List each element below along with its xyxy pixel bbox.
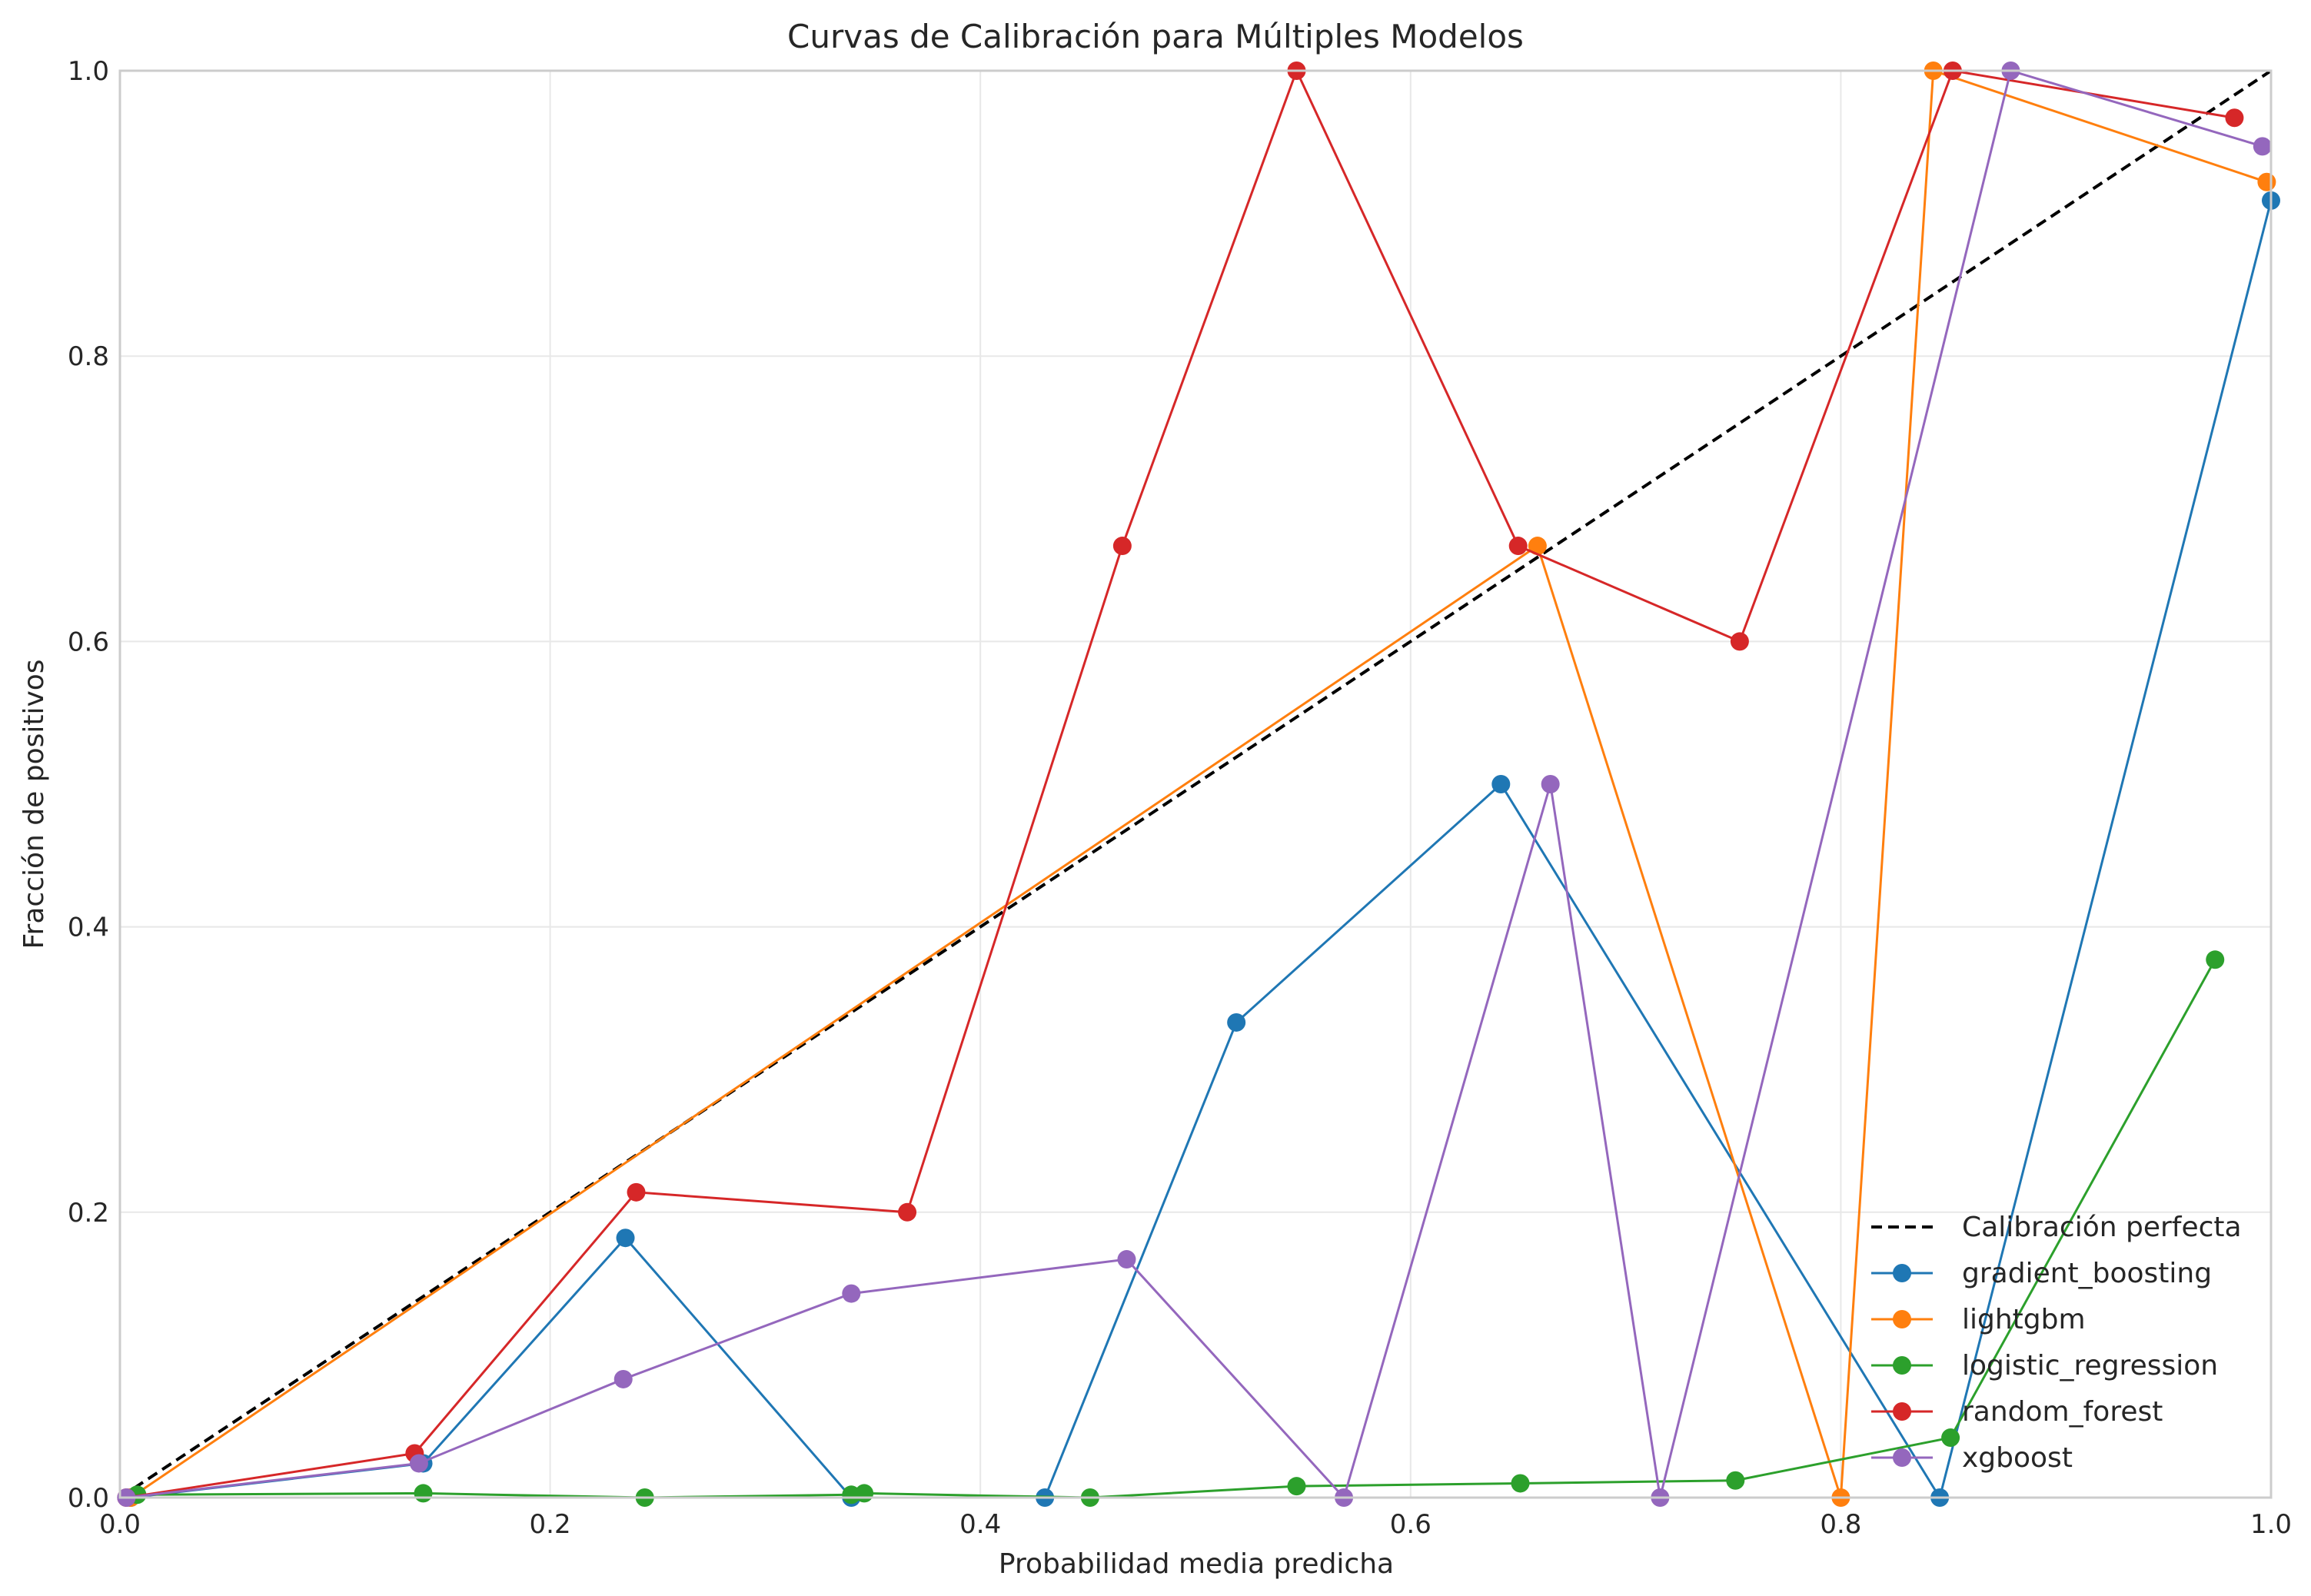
x-tick-label: 0.8 [1820, 1509, 1861, 1540]
y-tick-label: 1.0 [68, 56, 109, 87]
data-point [1227, 1012, 1246, 1032]
y-tick-label: 0.4 [68, 913, 109, 943]
data-point [898, 1202, 917, 1222]
data-point [409, 1454, 428, 1473]
y-tick-label: 0.0 [68, 1483, 109, 1514]
legend-entry: xgboost [1871, 1442, 2073, 1474]
data-point [2253, 137, 2272, 156]
data-point [613, 1369, 633, 1388]
legend-label: xgboost [1962, 1442, 2073, 1474]
data-point [855, 1484, 874, 1503]
legend-marker [1893, 1402, 1911, 1421]
data-point [2225, 108, 2244, 128]
data-point [1941, 1428, 1960, 1448]
data-point [1511, 1474, 1530, 1493]
legend-label: logistic_regression [1962, 1350, 2218, 1382]
legend-marker [1893, 1264, 1911, 1282]
x-tick-label: 0.0 [99, 1509, 141, 1540]
data-point [1726, 1471, 1745, 1490]
series-line [130, 200, 2273, 1501]
y-tick-label: 0.2 [68, 1198, 109, 1229]
data-point [627, 1182, 646, 1202]
y-tick-label: 0.6 [68, 627, 109, 657]
legend-marker [1893, 1310, 1911, 1328]
data-point [1112, 537, 1132, 556]
series-lightgbm [121, 62, 2276, 1507]
chart-title: Curvas de Calibración para Múltiples Mod… [787, 18, 1524, 55]
data-point [1528, 537, 1547, 556]
x-tick-label: 0.6 [1390, 1509, 1431, 1540]
legend-label: gradient_boosting [1962, 1258, 2212, 1289]
x-axis-label: Probabilidad media predicha [999, 1548, 1394, 1580]
data-point [1730, 632, 1749, 651]
plot-frame [118, 69, 2273, 1499]
x-tick-label: 0.2 [530, 1509, 571, 1540]
legend-entry: Calibración perfecta [1871, 1212, 2242, 1243]
perfect-calibration-line [118, 69, 2273, 1499]
data-point [414, 1484, 433, 1503]
legend-label: lightgbm [1962, 1304, 2086, 1335]
legend-entry: logistic_regression [1871, 1350, 2218, 1382]
legend-entry: gradient_boosting [1871, 1258, 2212, 1289]
plot-lines [117, 62, 2280, 1507]
y-axis-label: Fracción de positivos [18, 659, 50, 949]
x-axis-ticks: 0.0 0.2 0.4 0.6 0.8 1.0 [99, 1509, 2292, 1540]
series-logistic_regression [128, 950, 2225, 1507]
legend-entry: random_forest [1871, 1396, 2163, 1428]
legend-marker [1893, 1448, 1911, 1467]
legend: Calibración perfecta gradient_boostinglig… [1871, 1212, 2242, 1474]
data-point [616, 1229, 635, 1248]
data-point [1491, 775, 1511, 793]
data-point [1541, 775, 1560, 793]
x-tick-label: 0.4 [959, 1509, 1001, 1540]
y-axis-ticks: 0.0 0.2 0.4 0.6 0.8 1.0 [68, 56, 109, 1514]
legend-label: random_forest [1962, 1396, 2163, 1428]
y-tick-label: 0.8 [68, 341, 109, 372]
data-point [1117, 1250, 1136, 1269]
x-tick-label: 1.0 [2250, 1509, 2292, 1540]
legend-marker [1893, 1356, 1911, 1375]
series-line [126, 68, 2235, 1499]
legend-label: Calibración perfecta [1962, 1212, 2242, 1243]
data-point [1287, 1477, 1306, 1496]
series-gradient_boosting [121, 191, 2280, 1507]
data-point [2206, 950, 2225, 969]
data-point [842, 1284, 861, 1303]
data-point [1508, 537, 1528, 556]
data-point [2257, 172, 2276, 191]
legend-entry: lightgbm [1871, 1304, 2086, 1335]
series-line [126, 69, 2263, 1500]
